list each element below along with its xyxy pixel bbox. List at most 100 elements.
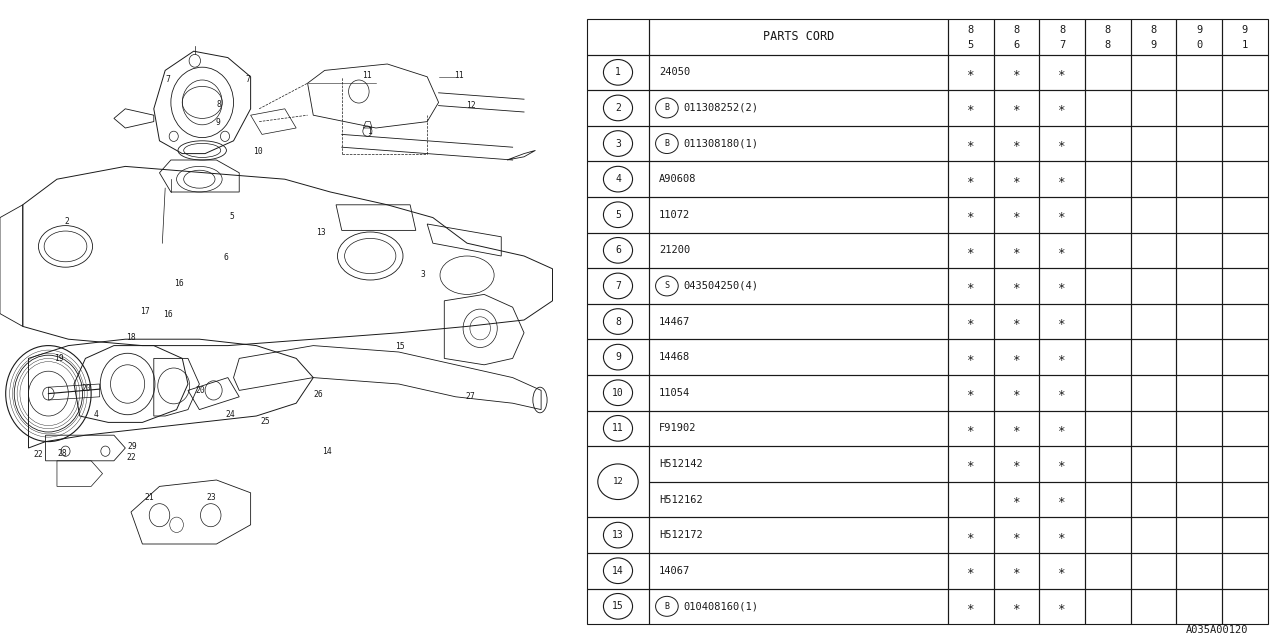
Text: 10: 10	[612, 388, 623, 397]
Bar	[588, 410, 649, 446]
Bar	[993, 482, 1039, 517]
Text: 043504250(4): 043504250(4)	[684, 281, 759, 291]
Text: 15: 15	[612, 602, 623, 611]
Bar	[649, 161, 948, 197]
Bar	[1176, 197, 1222, 232]
Bar	[649, 125, 948, 161]
Bar	[1130, 161, 1176, 197]
Bar	[649, 517, 948, 553]
Bar	[1085, 517, 1130, 553]
Text: 21200: 21200	[659, 245, 690, 255]
Bar	[649, 589, 948, 624]
Text: 22: 22	[33, 450, 44, 459]
Text: 14467: 14467	[659, 317, 690, 326]
Bar	[588, 268, 649, 304]
Text: 20: 20	[82, 384, 91, 393]
Bar	[993, 161, 1039, 197]
Bar	[1222, 197, 1267, 232]
Text: 7: 7	[165, 75, 170, 84]
Text: 9: 9	[616, 352, 621, 362]
Text: 11072: 11072	[659, 210, 690, 220]
Bar	[993, 553, 1039, 589]
Bar	[1085, 482, 1130, 517]
Text: 5: 5	[230, 212, 234, 221]
Text: ∗: ∗	[966, 173, 974, 186]
Bar	[1222, 446, 1267, 482]
Text: 14: 14	[323, 447, 332, 456]
Bar	[1085, 304, 1130, 339]
Bar	[1176, 375, 1222, 410]
Bar	[1176, 446, 1222, 482]
Bar	[1039, 268, 1085, 304]
Bar	[1130, 482, 1176, 517]
Text: 16: 16	[174, 279, 184, 288]
Bar	[1176, 553, 1222, 589]
Bar	[993, 446, 1039, 482]
Text: ∗: ∗	[966, 351, 974, 364]
Text: 011308252(2): 011308252(2)	[684, 103, 759, 113]
Text: 20: 20	[196, 386, 205, 395]
Text: 12: 12	[466, 101, 475, 110]
Bar	[993, 90, 1039, 125]
Bar	[1039, 125, 1085, 161]
Text: H512162: H512162	[659, 495, 703, 504]
Text: 23: 23	[206, 493, 216, 502]
Bar	[1222, 19, 1267, 54]
Bar	[588, 446, 649, 517]
Text: ∗: ∗	[1059, 493, 1066, 506]
Bar	[588, 125, 649, 161]
Bar	[1176, 410, 1222, 446]
Bar	[588, 19, 649, 54]
Bar	[948, 19, 993, 54]
Bar	[1222, 125, 1267, 161]
Bar	[993, 410, 1039, 446]
Text: ∗: ∗	[966, 137, 974, 150]
Bar	[1085, 232, 1130, 268]
Text: 8: 8	[616, 317, 621, 326]
Text: ∗: ∗	[966, 564, 974, 577]
Bar	[948, 161, 993, 197]
Bar	[588, 232, 649, 268]
Text: H512172: H512172	[659, 530, 703, 540]
Text: 11: 11	[612, 423, 623, 433]
Text: 8: 8	[1105, 40, 1111, 49]
Bar	[1222, 304, 1267, 339]
Text: 6: 6	[1014, 40, 1019, 49]
Text: 8: 8	[1014, 26, 1019, 35]
Bar	[1039, 446, 1085, 482]
Bar	[649, 232, 948, 268]
Bar	[588, 517, 649, 553]
Bar	[1222, 589, 1267, 624]
Text: 1: 1	[1242, 40, 1248, 49]
Bar	[993, 339, 1039, 375]
Text: 26: 26	[314, 390, 324, 399]
Bar	[948, 446, 993, 482]
Text: 11: 11	[453, 71, 463, 80]
Bar	[948, 268, 993, 304]
Text: 12: 12	[613, 477, 623, 486]
Text: 9: 9	[1151, 40, 1157, 49]
Bar	[588, 54, 649, 90]
Bar	[1176, 125, 1222, 161]
Bar	[1085, 268, 1130, 304]
Text: 6: 6	[616, 245, 621, 255]
Text: A90608: A90608	[659, 174, 696, 184]
Text: B: B	[664, 602, 669, 611]
Bar	[948, 339, 993, 375]
Text: 010408160(1): 010408160(1)	[684, 602, 759, 611]
Text: 13: 13	[612, 530, 623, 540]
Text: ∗: ∗	[1012, 564, 1020, 577]
Bar	[1176, 54, 1222, 90]
Bar	[1222, 517, 1267, 553]
Text: 28: 28	[58, 449, 68, 458]
Text: 22: 22	[127, 453, 136, 462]
Text: F91902: F91902	[659, 423, 696, 433]
Bar	[993, 19, 1039, 54]
Text: 3: 3	[420, 270, 425, 279]
Bar	[1039, 197, 1085, 232]
Bar	[993, 517, 1039, 553]
Text: ∗: ∗	[966, 280, 974, 292]
Bar	[649, 197, 948, 232]
Bar	[1130, 90, 1176, 125]
Text: ∗: ∗	[1012, 422, 1020, 435]
